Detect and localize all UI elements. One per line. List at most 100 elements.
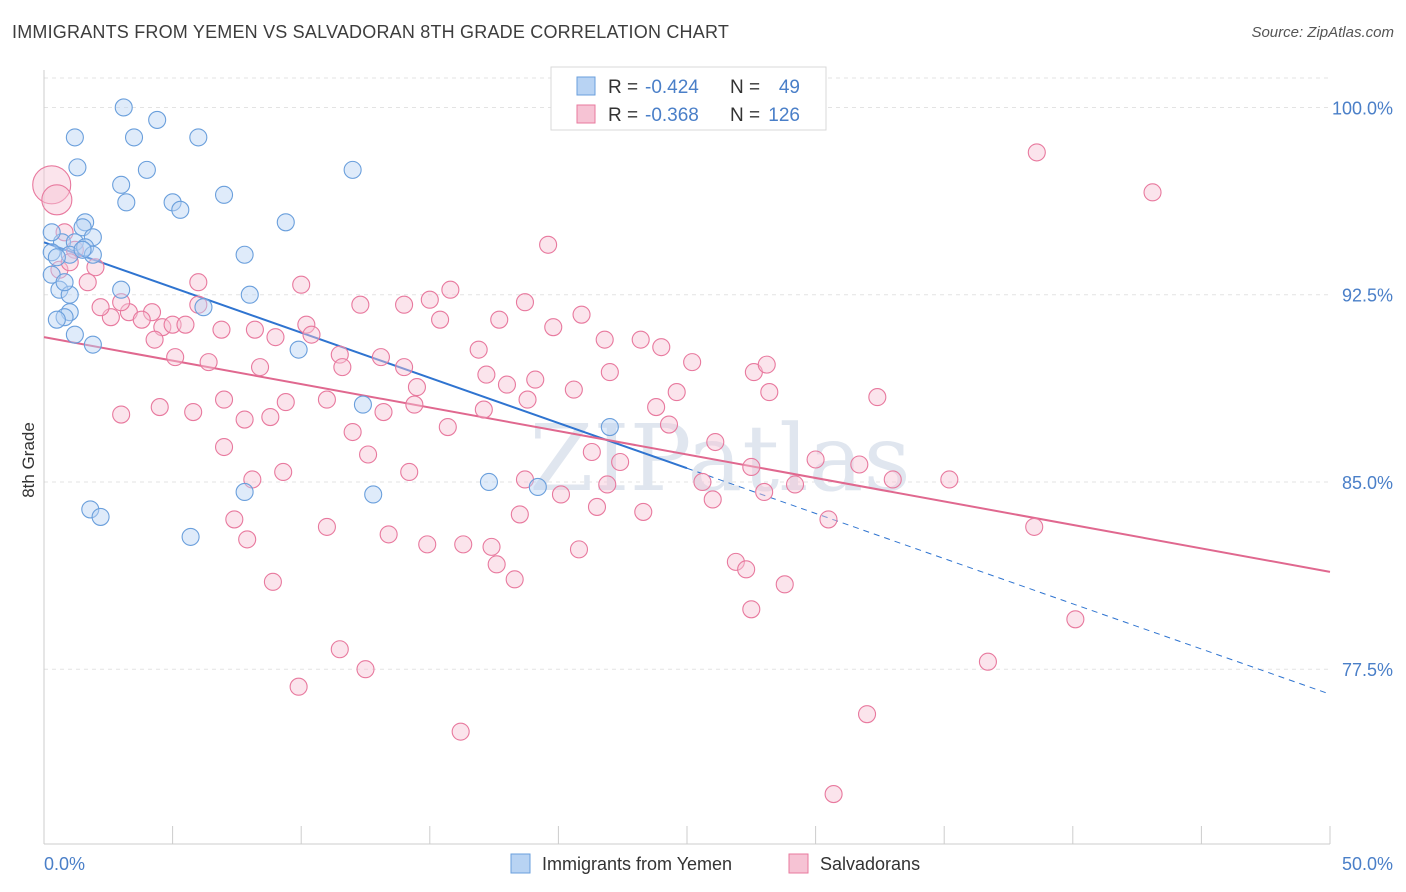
data-point: [659, 415, 679, 434]
data-point: [703, 490, 722, 509]
data-point: [240, 285, 259, 304]
data-point: [292, 275, 311, 294]
data-point: [652, 338, 671, 357]
y-tick-label: 92.5%: [1342, 286, 1393, 306]
data-point: [438, 417, 457, 437]
data-point: [276, 213, 295, 232]
data-point: [518, 390, 537, 409]
data-point: [420, 290, 439, 309]
data-point: [551, 485, 571, 504]
data-point: [171, 200, 190, 219]
data-point: [274, 462, 293, 482]
stats-legend: R = -0.424 N = 49 R = -0.368 N = 126: [550, 66, 827, 131]
legend-n-label: N =: [730, 77, 760, 98]
data-point: [117, 193, 136, 212]
data-point: [1025, 517, 1044, 536]
data-point: [539, 235, 558, 254]
data-point: [163, 193, 182, 212]
data-point: [235, 410, 254, 429]
data-point: [181, 527, 200, 546]
data-point: [189, 273, 208, 292]
legend-swatch: [788, 853, 809, 874]
data-point: [598, 475, 617, 494]
data-point: [683, 353, 702, 372]
data-point: [600, 417, 619, 437]
data-point: [693, 472, 712, 492]
y-tick-label: 85.0%: [1342, 473, 1393, 493]
data-point: [212, 320, 231, 339]
data-point: [83, 335, 102, 354]
data-point: [667, 383, 686, 402]
x-tick-label: 0.0%: [44, 854, 85, 874]
data-point: [454, 535, 473, 554]
data-point: [742, 457, 761, 477]
legend-series-name: Immigrants from Yemen: [542, 854, 732, 874]
data-point: [145, 330, 164, 349]
data-point: [343, 160, 362, 179]
data-point: [124, 128, 144, 147]
data-point: [497, 375, 517, 394]
data-point: [819, 510, 838, 529]
data-point: [374, 403, 393, 422]
data-point: [883, 470, 902, 489]
data-point: [477, 365, 496, 384]
legend-r-value: -0.424: [645, 77, 699, 98]
data-point: [526, 370, 545, 389]
data-point: [65, 325, 84, 344]
data-point: [250, 358, 270, 377]
data-point: [214, 390, 234, 409]
y-axis-label: 8th Grade: [19, 422, 38, 498]
data-point: [726, 552, 745, 571]
x-tick-label: 50.0%: [1342, 854, 1393, 874]
data-point: [42, 243, 61, 262]
legend-r-label: R =: [608, 77, 638, 98]
data-point: [371, 348, 390, 367]
data-point: [479, 472, 499, 492]
data-point: [55, 273, 74, 292]
data-point: [706, 432, 725, 452]
data-point: [112, 280, 131, 299]
data-point: [418, 535, 437, 554]
data-point: [137, 160, 156, 179]
trend-line: [43, 336, 1331, 573]
data-point: [263, 572, 282, 591]
data-point: [317, 390, 336, 409]
data-point: [785, 475, 805, 494]
legend-r-label: R =: [608, 105, 638, 126]
data-point: [114, 98, 133, 117]
data-point: [474, 400, 493, 419]
data-point: [351, 295, 370, 314]
data-point: [73, 240, 92, 259]
data-point: [225, 510, 244, 529]
data-point: [47, 248, 66, 267]
data-point: [359, 445, 378, 464]
legend-n-value: 126: [768, 105, 800, 126]
trend-lines: [43, 241, 1331, 695]
data-point: [353, 395, 372, 414]
data-point: [189, 295, 208, 314]
legend-r-value: -0.368: [645, 105, 699, 126]
data-point: [330, 640, 349, 659]
trend-line-dashed: [686, 467, 1331, 695]
data-point: [83, 245, 102, 264]
grid-lines: [44, 77, 1330, 670]
data-point: [364, 485, 383, 504]
data-point: [441, 280, 460, 299]
data-point: [587, 497, 607, 516]
data-point: [32, 165, 72, 205]
data-point: [266, 328, 285, 347]
data-point: [857, 705, 877, 724]
data-point: [600, 363, 619, 382]
data-point: [407, 378, 426, 397]
trend-line-solid: [43, 241, 688, 470]
data-point: [564, 380, 583, 399]
data-point: [824, 785, 843, 804]
data-point: [91, 298, 110, 317]
data-point: [245, 320, 264, 339]
data-point: [510, 505, 529, 524]
data-point: [189, 128, 208, 147]
data-point: [194, 298, 213, 317]
data-point: [47, 310, 66, 329]
data-point: [132, 310, 151, 329]
